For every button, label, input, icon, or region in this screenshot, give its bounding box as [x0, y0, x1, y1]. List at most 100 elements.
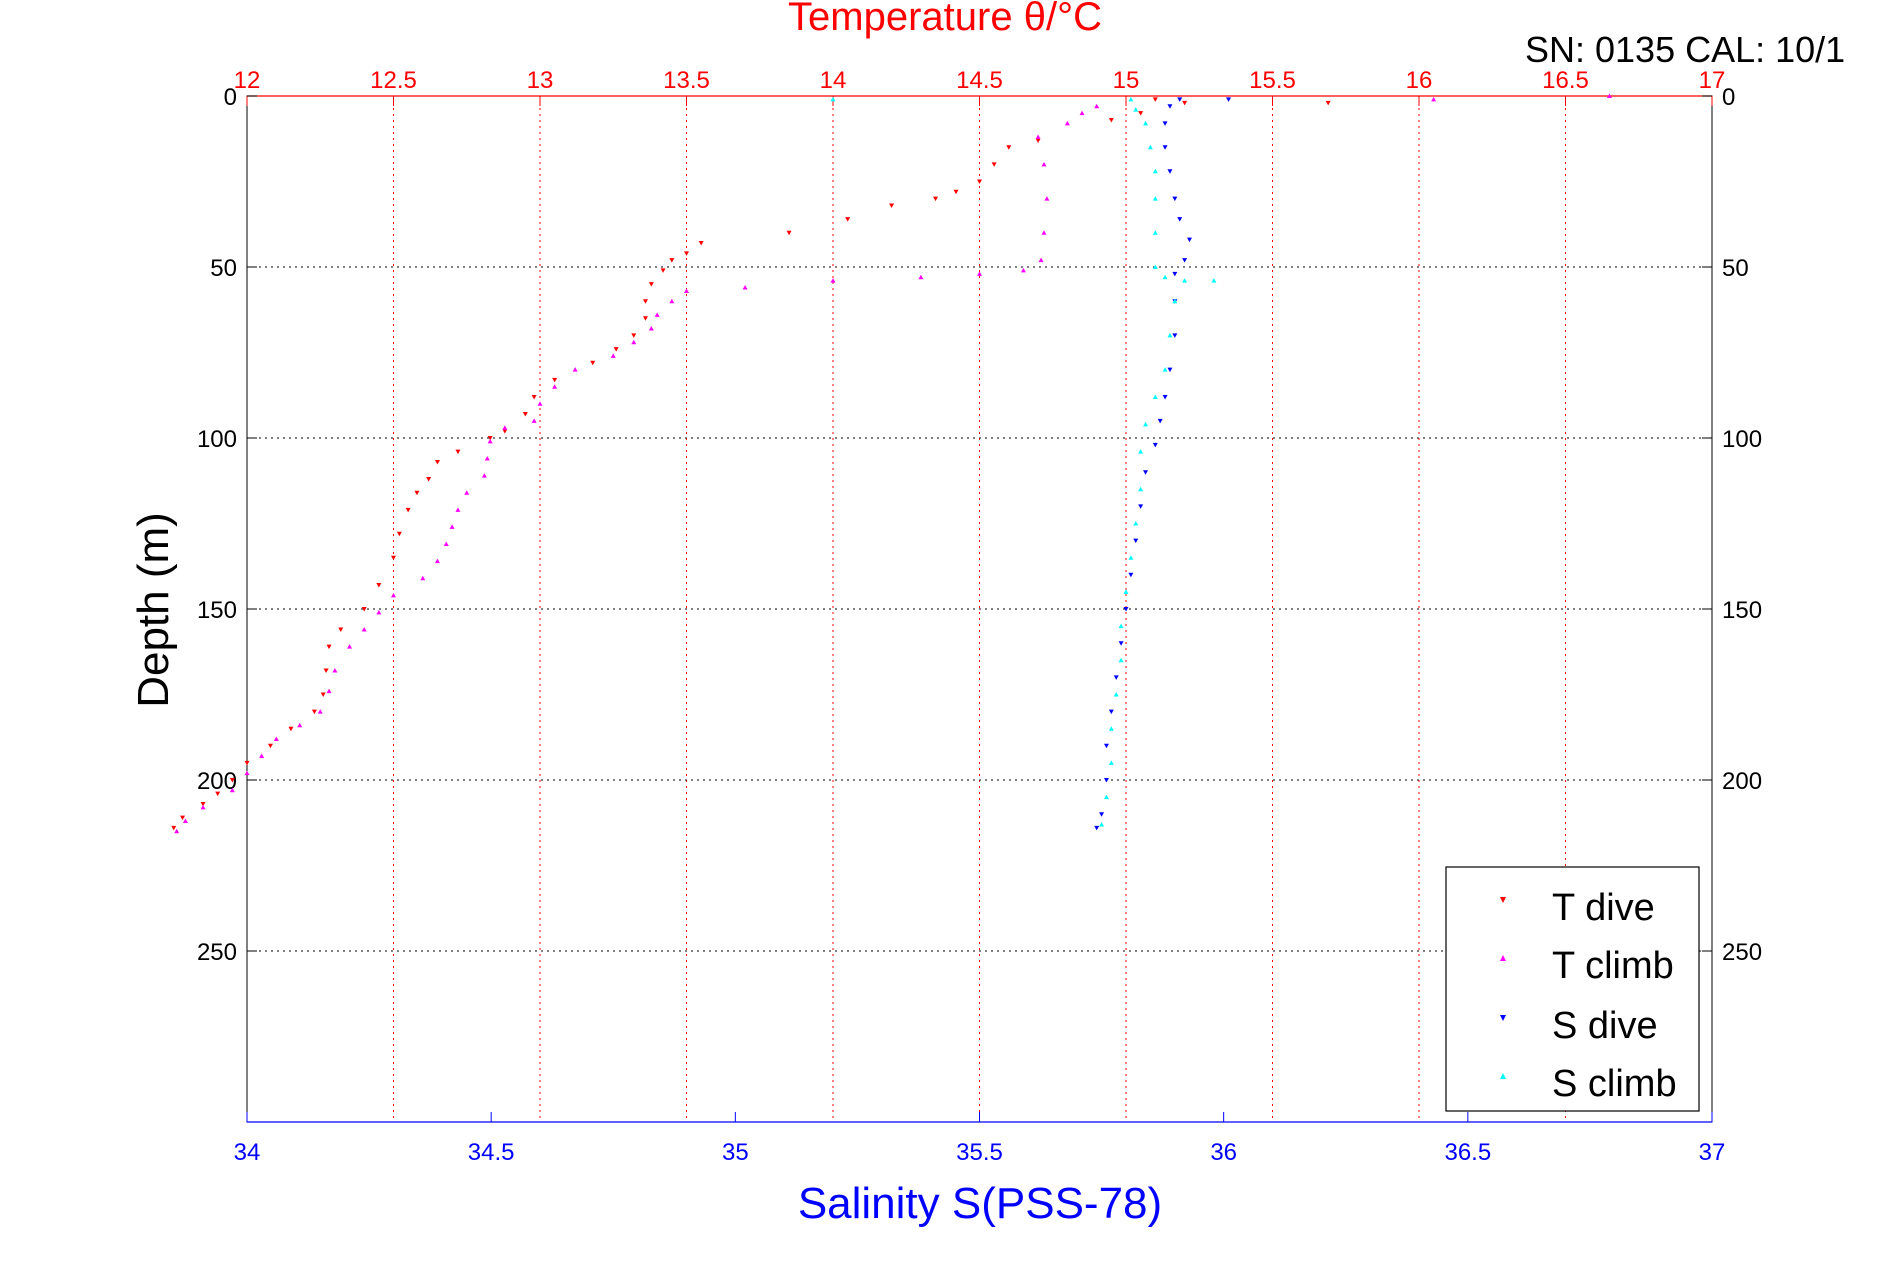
data-point — [1606, 93, 1612, 98]
data-point — [1035, 138, 1041, 143]
data-point — [537, 401, 543, 406]
data-point — [1044, 196, 1050, 201]
data-point — [1162, 274, 1168, 280]
depth-tick-label-left: 250 — [197, 939, 237, 966]
data-point — [464, 490, 470, 495]
data-point — [1099, 821, 1105, 827]
data-point — [1186, 237, 1192, 243]
data-point — [273, 736, 279, 741]
data-point — [1167, 104, 1173, 109]
data-point — [414, 490, 420, 496]
data-point — [1152, 196, 1158, 201]
data-point — [229, 787, 235, 793]
data-point — [420, 575, 426, 581]
temperature-tick-label: 14 — [820, 67, 847, 94]
data-point — [1079, 110, 1085, 116]
legend-item-s-dive: S dive — [1500, 1005, 1658, 1047]
data-point — [487, 436, 493, 441]
data-point — [1152, 97, 1158, 102]
data-point — [669, 258, 675, 263]
data-point — [1113, 692, 1119, 697]
data-point — [1152, 442, 1158, 448]
temperature-tick-label: 15.5 — [1249, 67, 1296, 94]
data-point — [244, 760, 250, 766]
data-point — [610, 353, 616, 358]
serial-calibration-label: SN: 0135 CAL: 10/1 — [1525, 29, 1845, 70]
data-point — [180, 815, 186, 821]
data-point — [1162, 367, 1168, 372]
legend-box — [1445, 866, 1700, 1112]
data-point — [531, 394, 537, 400]
data-point — [1138, 486, 1144, 492]
data-point — [830, 96, 836, 102]
temperature-tick-label: 16 — [1406, 67, 1433, 94]
data-point — [669, 298, 675, 304]
data-point — [1123, 607, 1129, 612]
data-point — [1157, 418, 1163, 424]
salinity-tick-label: 34.5 — [468, 1139, 515, 1166]
data-point — [786, 230, 792, 236]
data-point — [1431, 96, 1437, 102]
data-point — [1182, 278, 1188, 283]
data-point — [1108, 117, 1114, 123]
data-point — [918, 274, 924, 280]
legend-label-t-climb: T climb — [1552, 945, 1674, 987]
legend-label-t-dive: T dive — [1552, 887, 1655, 929]
series-s-climb — [830, 96, 1217, 827]
data-point — [1123, 589, 1129, 594]
data-point — [1108, 709, 1114, 715]
data-point — [1325, 100, 1331, 106]
data-point — [1211, 278, 1217, 283]
data-point — [311, 709, 317, 715]
data-point — [1128, 555, 1134, 560]
data-point — [317, 709, 323, 714]
data-point — [1128, 572, 1134, 578]
y-axis-label: Depth (m) — [129, 512, 178, 708]
data-point — [572, 367, 578, 372]
data-point — [1038, 257, 1044, 263]
legend-label-s-dive: S dive — [1552, 1005, 1658, 1047]
data-point — [1172, 298, 1178, 304]
data-point — [1133, 107, 1139, 112]
data-point — [487, 438, 493, 444]
data-point — [631, 339, 637, 345]
depth-tick-label-left: 200 — [197, 768, 237, 795]
depth-tick-label-left: 150 — [197, 597, 237, 624]
data-point — [449, 524, 455, 529]
salinity-axis-ticks: 34 34.5 35 35.5 36 36.5 37 — [234, 1112, 1725, 1166]
data-point — [1020, 267, 1026, 273]
data-point — [660, 268, 666, 273]
data-point — [654, 312, 660, 317]
data-point — [1133, 538, 1139, 544]
temperature-tick-label: 15 — [1113, 67, 1140, 94]
depth-tick-label-left: 50 — [210, 255, 237, 282]
data-point — [648, 326, 654, 331]
data-point — [1138, 504, 1144, 509]
data-point — [590, 360, 596, 366]
series-t-dive — [171, 97, 1331, 831]
data-point — [320, 692, 326, 697]
data-point — [1118, 641, 1124, 646]
data-point — [1152, 264, 1158, 269]
data-point — [361, 607, 367, 612]
data-point — [426, 477, 432, 482]
depth-axis-ticks-right: 0 50 100 150 200 250 — [1702, 84, 1762, 966]
temperature-tick-label: 13 — [527, 67, 554, 94]
data-point — [613, 347, 619, 352]
data-point — [376, 609, 382, 615]
data-point — [1103, 794, 1109, 800]
data-point — [1118, 657, 1124, 663]
data-point — [323, 668, 329, 674]
legend-item-t-dive: T dive — [1500, 887, 1655, 929]
data-point — [502, 425, 508, 430]
data-point — [1177, 97, 1183, 102]
data-point — [552, 377, 558, 383]
data-point — [338, 627, 344, 633]
data-point — [326, 688, 332, 694]
data-point — [830, 278, 836, 283]
temperature-tick-label: 12 — [234, 67, 261, 94]
data-point — [1108, 726, 1114, 731]
legend-label-s-climb: S climb — [1552, 1063, 1677, 1105]
data-point — [1138, 449, 1144, 454]
